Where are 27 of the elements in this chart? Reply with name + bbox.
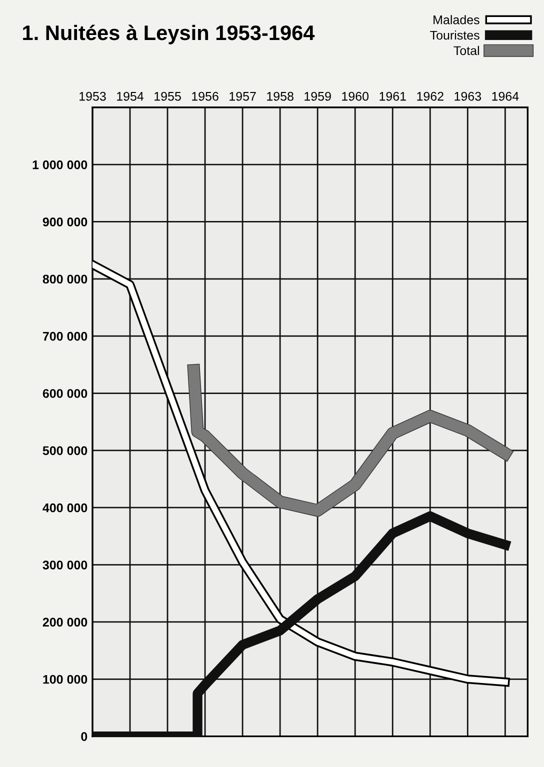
x-tick-label: 1963 bbox=[454, 92, 482, 101]
y-tick-label: 400 000 bbox=[42, 503, 88, 512]
x-tick-label: 1956 bbox=[192, 92, 218, 101]
y-tick-label: 100 000 bbox=[43, 674, 88, 684]
y-tick-label: 1 000 000 bbox=[32, 160, 88, 170]
chart-title: 1. Nuitées à Leysin 1953-1964 bbox=[23, 24, 315, 44]
x-tick-label: 1961 bbox=[380, 92, 406, 101]
x-tick-label: 1959 bbox=[304, 92, 331, 101]
y-tick-label: 500 000 bbox=[42, 446, 88, 456]
y-tick-label: 800 000 bbox=[42, 274, 88, 284]
y-tick-label: 700 000 bbox=[42, 332, 88, 341]
legend-label: Touristes bbox=[430, 30, 480, 40]
y-tick-label: 300 000 bbox=[42, 560, 88, 570]
y-tick-label: 600 000 bbox=[42, 389, 88, 398]
x-tick-label: 1954 bbox=[117, 92, 144, 101]
y-tick-label: 900 000 bbox=[42, 218, 88, 226]
legend-label: Malades bbox=[434, 15, 480, 24]
x-tick-label: 1955 bbox=[154, 92, 181, 101]
x-tick-label: 1958 bbox=[267, 92, 294, 101]
x-tick-label: 1960 bbox=[342, 92, 369, 101]
x-tick-label: 1964 bbox=[492, 92, 519, 101]
y-tick-label: 200 000 bbox=[42, 618, 88, 627]
x-tick-label: 1953 bbox=[80, 92, 106, 101]
legend-label: Total bbox=[454, 46, 479, 56]
x-tick-label: 1962 bbox=[417, 92, 444, 101]
x-tick-label: 1957 bbox=[230, 92, 256, 101]
y-tick-label: 0 bbox=[81, 732, 88, 741]
